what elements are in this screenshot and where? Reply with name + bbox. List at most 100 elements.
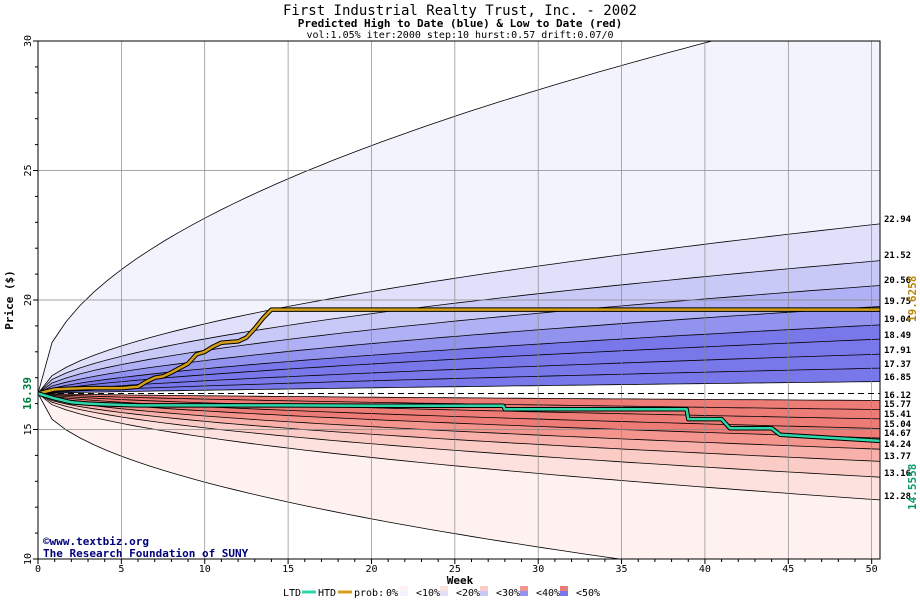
percentile-label-high-3: 19.75 [884,297,911,307]
chart-subtitle: Predicted High to Date (blue) & Low to D… [298,17,623,30]
x-tick-label: 35 [616,564,628,575]
legend-swatch-red-5 [560,586,568,591]
blue-band-6 [38,339,880,394]
percentile-curve-1 [38,223,880,394]
percentile-label-low-2: 15.41 [884,410,911,420]
percentile-label-high-8: 16.85 [884,373,911,383]
y-tick-label: 15 [23,423,34,435]
credit-website: ©www.textbiz.org [43,535,149,548]
percentile-curve-0 [38,41,714,394]
x-tick-label: 40 [699,564,711,575]
y-tick-label: 10 [23,553,34,565]
blue-band-2 [38,260,880,394]
percentile-label-low-0: 16.12 [884,391,911,401]
red-band-4 [38,393,880,450]
x-tick-label: 25 [449,564,461,575]
percentile-curve-16 [38,393,880,462]
start-price-label: 16.39 [21,377,34,410]
credit-organization: The Research Foundation of SUNY [43,547,249,560]
percentile-curve-18 [38,393,880,501]
x-tick-label: 0 [35,564,41,575]
chart-params: vol:1.05% iter:2000 step:10 hurst:0.57 d… [306,30,613,41]
percentile-curve-19 [38,393,623,559]
legend-swatch-blue-2 [440,591,448,596]
legend-swatch-blue-1 [400,591,408,596]
legend-swatch-red-2 [440,586,448,591]
percentile-label-high-6: 17.91 [884,346,911,356]
blue-band-7 [38,354,880,394]
percentile-label-high-5: 18.49 [884,331,911,341]
series-ltd-line [37,392,881,443]
legend-htd-label: HTD [318,588,336,599]
percentile-curve-14 [38,393,880,439]
red-band-6 [38,393,880,478]
plot-border [37,40,881,560]
percentile-label-low-7: 13.16 [884,469,911,479]
percentile-curve-3 [38,285,880,394]
series-ltd-final-label: 14.5558 [906,464,919,510]
red-band-7 [38,393,880,500]
percentile-curve-15 [38,393,880,450]
x-tick-label: 20 [365,564,377,575]
legend-swatch-blue-3 [480,591,488,596]
probability-bands [38,41,880,559]
x-tick-label: 45 [782,564,794,575]
red-band-2 [38,393,880,429]
y-tick-label: 20 [23,294,34,306]
y-axis-label: Price ($) [3,270,16,330]
percentile-label-high-0: 22.94 [884,215,912,225]
series-htd-final-label: 19.6258 [906,276,919,322]
percentile-curve-7 [38,353,880,394]
percentile-curve-8 [38,367,880,394]
blue-band-8 [38,368,880,394]
band-above-max [38,41,713,394]
percentile-label-high-2: 20.56 [884,276,911,286]
red-band-5 [38,393,880,462]
x-tick-label: 10 [199,564,211,575]
percentile-label-high-1: 21.52 [884,251,911,261]
percentile-label-low-5: 14.24 [884,440,912,450]
percentile-curve-17 [38,393,880,478]
plot-area: 0 5 10 15 20 25 30 35 40 45 50 10 15 20 25 30 16.39 22.94… [21,35,919,575]
y-tick-label: 25 [23,164,34,176]
percentile-curve-4 [38,306,880,394]
percentile-label-low-6: 13.77 [884,452,911,462]
percentile-label-high-4: 19.04 [884,315,912,325]
x-tick-label: 50 [866,564,878,575]
legend-swatch-red-4 [520,586,528,591]
y-tick-label: 30 [23,35,34,47]
legend-swatch-red-1 [400,586,408,591]
percentile-label-low-8: 12.28 [884,492,911,502]
blue-band-0 [38,41,880,394]
legend-prob-item-3: <30% [496,588,520,599]
red-band-8 [38,393,880,559]
legend-prob-item-0: 0% [386,588,398,599]
red-band-3 [38,393,880,438]
percentile-curve-12 [38,393,880,420]
legend-prob-item-4: <40% [536,588,560,599]
legend-swatch-red-3 [480,586,488,591]
percentile-label-high-7: 17.37 [884,360,911,370]
percentile-label-low-4: 14.67 [884,429,911,439]
x-tick-label: 5 [118,564,124,575]
legend-prob-label: prob: [354,588,384,599]
x-tick-label: 15 [282,564,294,575]
legend-ltd-label: LTD [283,588,301,599]
legend: LTD HTD prob: 0% <10% <20% <30% <40% <50% [283,586,600,599]
blue-band-1 [38,223,880,394]
x-axis-label: Week [447,574,474,587]
percentile-curve-10 [38,393,880,401]
series-htd-line [37,308,880,395]
blue-band-3 [38,285,880,394]
legend-prob-item-5: <50% [576,588,600,599]
band-below-min [38,393,620,559]
percentile-label-low-1: 15.77 [884,400,911,410]
blue-band-4 [38,306,880,394]
legend-prob-item-1: <10% [416,588,440,599]
legend-prob-item-2: <20% [456,588,480,599]
blue-band-5 [38,324,880,394]
percentile-curve-6 [38,338,880,394]
legend-swatch-blue-5 [560,591,568,596]
legend-swatch-blue-4 [520,591,528,596]
